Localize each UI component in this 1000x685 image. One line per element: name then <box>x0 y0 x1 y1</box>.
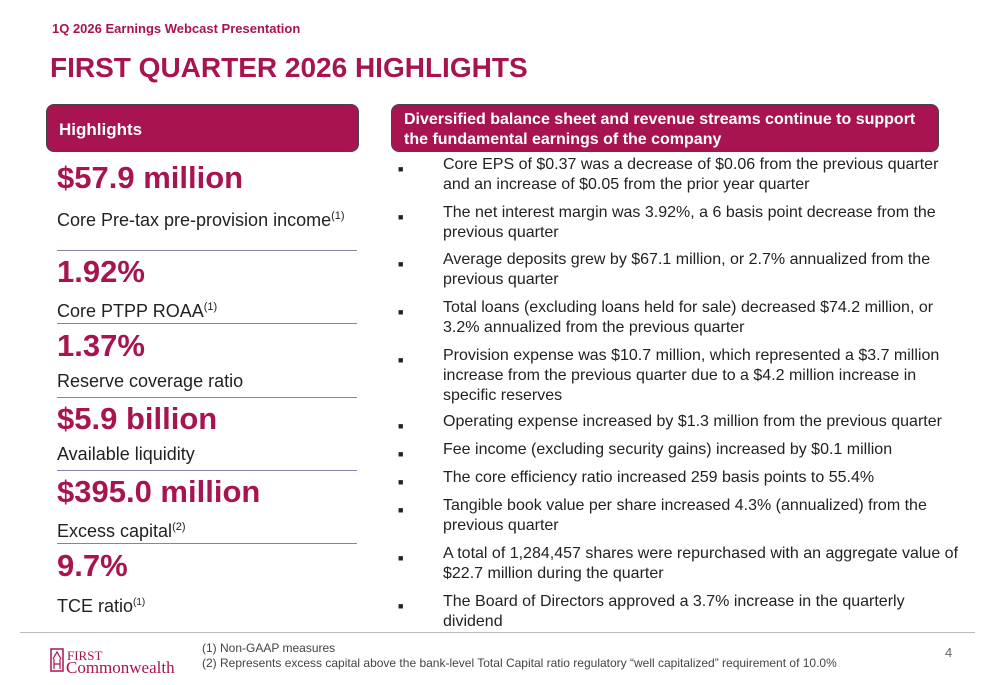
bullet-item: ■ The core efficiency ratio increased 259… <box>398 468 968 492</box>
bullet-icon: ■ <box>398 421 404 431</box>
bullet-item: ■ Fee income (excluding security gains) i… <box>398 440 968 464</box>
bullet-icon: ■ <box>398 307 404 317</box>
bullet-item: ■ Tangible book value per share increased… <box>398 497 927 534</box>
metric-value: 1.37% <box>57 328 145 363</box>
metric-value: $395.0 million <box>57 474 261 509</box>
bullet-icon: ■ <box>398 259 404 269</box>
bullet-icon: ■ <box>398 553 404 563</box>
bullet-item: ■ A total of 1,284,457 shares were repurc… <box>398 545 959 582</box>
divider <box>57 470 357 471</box>
metric-value: $57.9 million <box>57 160 244 195</box>
metric-value: 1.92% <box>57 254 145 289</box>
page-title: FIRST QUARTER 2026 HIGHLIGHTS <box>50 52 528 83</box>
metric-label: Excess capital(2) <box>57 521 186 541</box>
bullet-icon: ■ <box>398 212 404 222</box>
divider <box>57 323 357 324</box>
highlights-header: Highlights <box>46 104 359 152</box>
metric-label: Available liquidity <box>57 444 195 464</box>
metric-label: Core Pre-tax pre-provision income(1) <box>57 210 345 230</box>
metric-label: TCE ratio(1) <box>57 596 146 616</box>
footer-divider <box>20 632 975 633</box>
divider <box>57 250 357 251</box>
svg-text:Commonwealth: Commonwealth <box>66 658 175 675</box>
divider <box>57 543 357 544</box>
bullet-icon: ■ <box>398 164 404 174</box>
bullet-item: ■ Operating expense increased by $1.3 mil… <box>398 412 968 436</box>
company-logo: FIRST Commonwealth <box>50 648 175 675</box>
bullet-item: ■ The Board of Directors approved a 3.7% … <box>398 593 905 630</box>
bullet-icon: ■ <box>398 355 404 365</box>
bullet-icon: ■ <box>398 477 404 487</box>
bullet-icon: ■ <box>398 505 404 515</box>
svg-text:FIRST: FIRST <box>67 648 102 663</box>
presentation-subtitle: 1Q 2026 Earnings Webcast Presentation <box>52 21 301 36</box>
metric-value: 9.7% <box>57 548 128 583</box>
divider <box>57 397 357 398</box>
bullet-item: ■ Provision expense was $10.7 million, wh… <box>398 347 940 404</box>
bullet-item: ■ Average deposits grew by $67.1 million,… <box>398 251 931 288</box>
bullet-icon: ■ <box>398 449 404 459</box>
bullet-item: ■ Core EPS of $0.37 was a decrease of $0.… <box>398 156 939 193</box>
bullet-icon: ■ <box>398 601 404 611</box>
metric-value: $5.9 billion <box>57 401 218 436</box>
summary-header: Diversified balance sheet and revenue st… <box>391 104 939 152</box>
page-number: 4 <box>945 645 953 660</box>
metric-label: Core PTPP ROAA(1) <box>57 301 218 321</box>
footnote: (2) Represents excess capital above the … <box>202 656 837 670</box>
metric-label: Reserve coverage ratio <box>57 371 244 391</box>
bullet-item: ■ Total loans (excluding loans held for s… <box>398 299 934 336</box>
footnote: (1) Non-GAAP measures <box>202 641 336 655</box>
bullet-item: ■ The net interest margin was 3.92%, a 6 … <box>398 204 936 241</box>
